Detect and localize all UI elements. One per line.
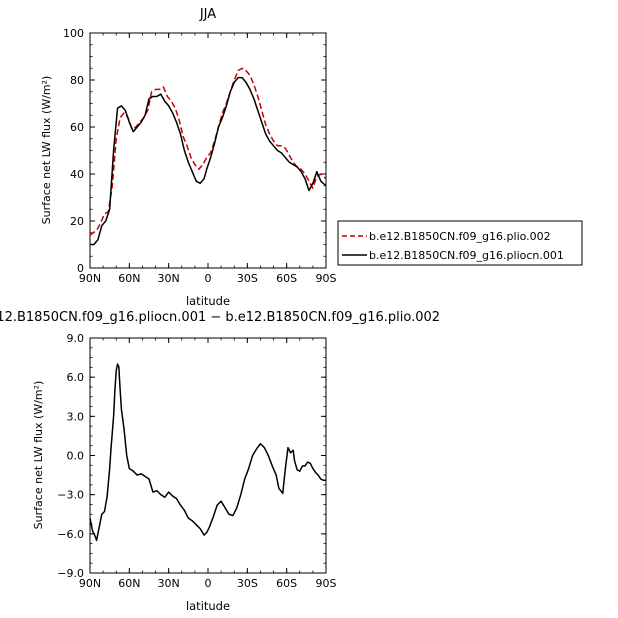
plot-frame [89,32,327,269]
top-plot-area: 0 20 40 60 80 100 90N 60N 30N 0 30S 60S 90S [63,27,337,285]
y-tick-label: 80 [70,74,84,87]
x-tick-label: 60N [118,272,140,285]
y-tick-label: 0.0 [67,450,85,463]
x-tick-label: 30N [158,577,180,590]
x-tick-label: 0 [205,272,212,285]
x-axis-label: latitude [186,599,230,613]
plot-frame [89,337,327,574]
series-line-0 [89,363,326,542]
y-tick-label: 40 [70,168,84,181]
x-tick-label: 30S [237,577,258,590]
bottom-plot-area: −9.0 −6.0 −3.0 0.0 3.0 6.0 9.0 90N 60N 30N 0 30S 60S… [57,332,336,590]
y-tick-label: 0 [77,262,84,275]
y-tick-label: −6.0 [57,528,84,541]
x-tick-label: 60S [276,272,297,285]
x-tick-label: 30N [158,272,180,285]
x-axis-label: latitude [186,294,230,308]
legend-label-pliocn: b.e12.B1850CN.f09_g16.pliocn.001 [369,249,564,262]
x-tick-label: 0 [205,577,212,590]
y-tick-label: 100 [63,27,84,40]
y-tick-label: 3.0 [67,410,85,423]
x-tick-label: 90N [79,577,101,590]
chart-title: JJA [199,7,216,22]
legend: b.e12.B1850CN.f09_g16.plio.002 b.e12.B18… [337,220,583,266]
y-tick-label: −9.0 [57,567,84,580]
y-tick-label: 60 [70,121,84,134]
x-tick-label: 60S [276,577,297,590]
y-tick-label: −3.0 [57,489,84,502]
y-tick-label: 6.0 [67,371,85,384]
series-line-1 [90,76,327,246]
x-tick-label: 30S [237,272,258,285]
bottom-panel: b.e12.B1850CN.f09_g16.pliocn.001 − b.e12… [0,310,440,613]
x-tick-label: 60N [118,577,140,590]
y-axis-label: Surface net LW flux (W/m²) [40,76,53,225]
top-panel: JJA 0 20 40 60 80 100 90N 60N 30N 0 30S 60S 90S lati… [40,7,583,308]
x-tick-label: 90S [316,577,337,590]
difference-title: b.e12.B1850CN.f09_g16.pliocn.001 − b.e12… [0,310,440,325]
legend-label-plio: b.e12.B1850CN.f09_g16.plio.002 [369,230,551,243]
series-line-0 [89,67,327,236]
x-tick-label: 90N [79,272,101,285]
y-axis-label: Surface net LW flux (W/m²) [32,381,45,530]
y-tick-label: 20 [70,215,84,228]
x-tick-label: 90S [316,272,337,285]
legend-box [337,220,583,266]
y-tick-label: 9.0 [67,332,85,345]
